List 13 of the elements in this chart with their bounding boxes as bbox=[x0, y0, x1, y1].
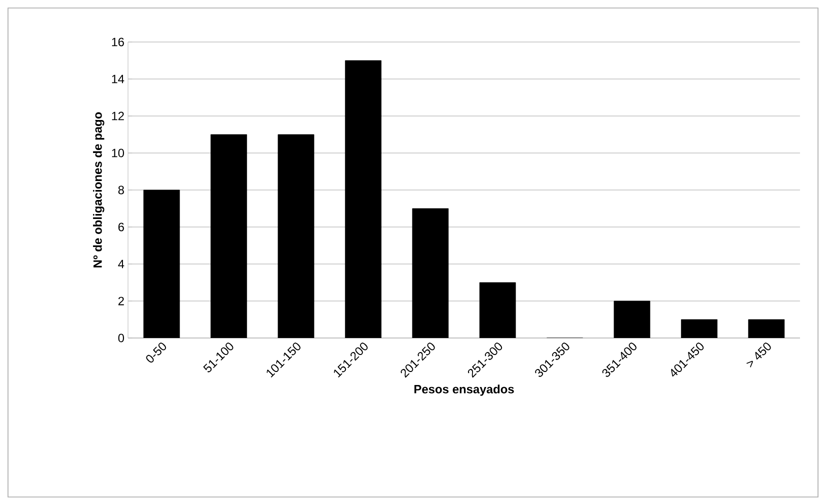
x-tick-label: 0-50 bbox=[146, 342, 166, 363]
y-tick-label: 10 bbox=[112, 148, 124, 158]
x-axis-title: Pesos ensayados bbox=[414, 384, 514, 396]
y-tick-label: 0 bbox=[118, 334, 124, 342]
y-tick-label: 14 bbox=[112, 74, 124, 84]
y-tick-label: 8 bbox=[118, 186, 124, 194]
y-tick-label: 2 bbox=[118, 296, 124, 306]
y-tick-label: 6 bbox=[118, 222, 124, 232]
x-tick-label: > 450 bbox=[746, 342, 771, 368]
y-tick-label: 4 bbox=[118, 260, 124, 268]
y-tick-label: 16 bbox=[112, 38, 124, 46]
y-tick-label: 12 bbox=[112, 112, 124, 120]
y-axis-title: Nº de obligaciones de pago bbox=[93, 112, 104, 268]
